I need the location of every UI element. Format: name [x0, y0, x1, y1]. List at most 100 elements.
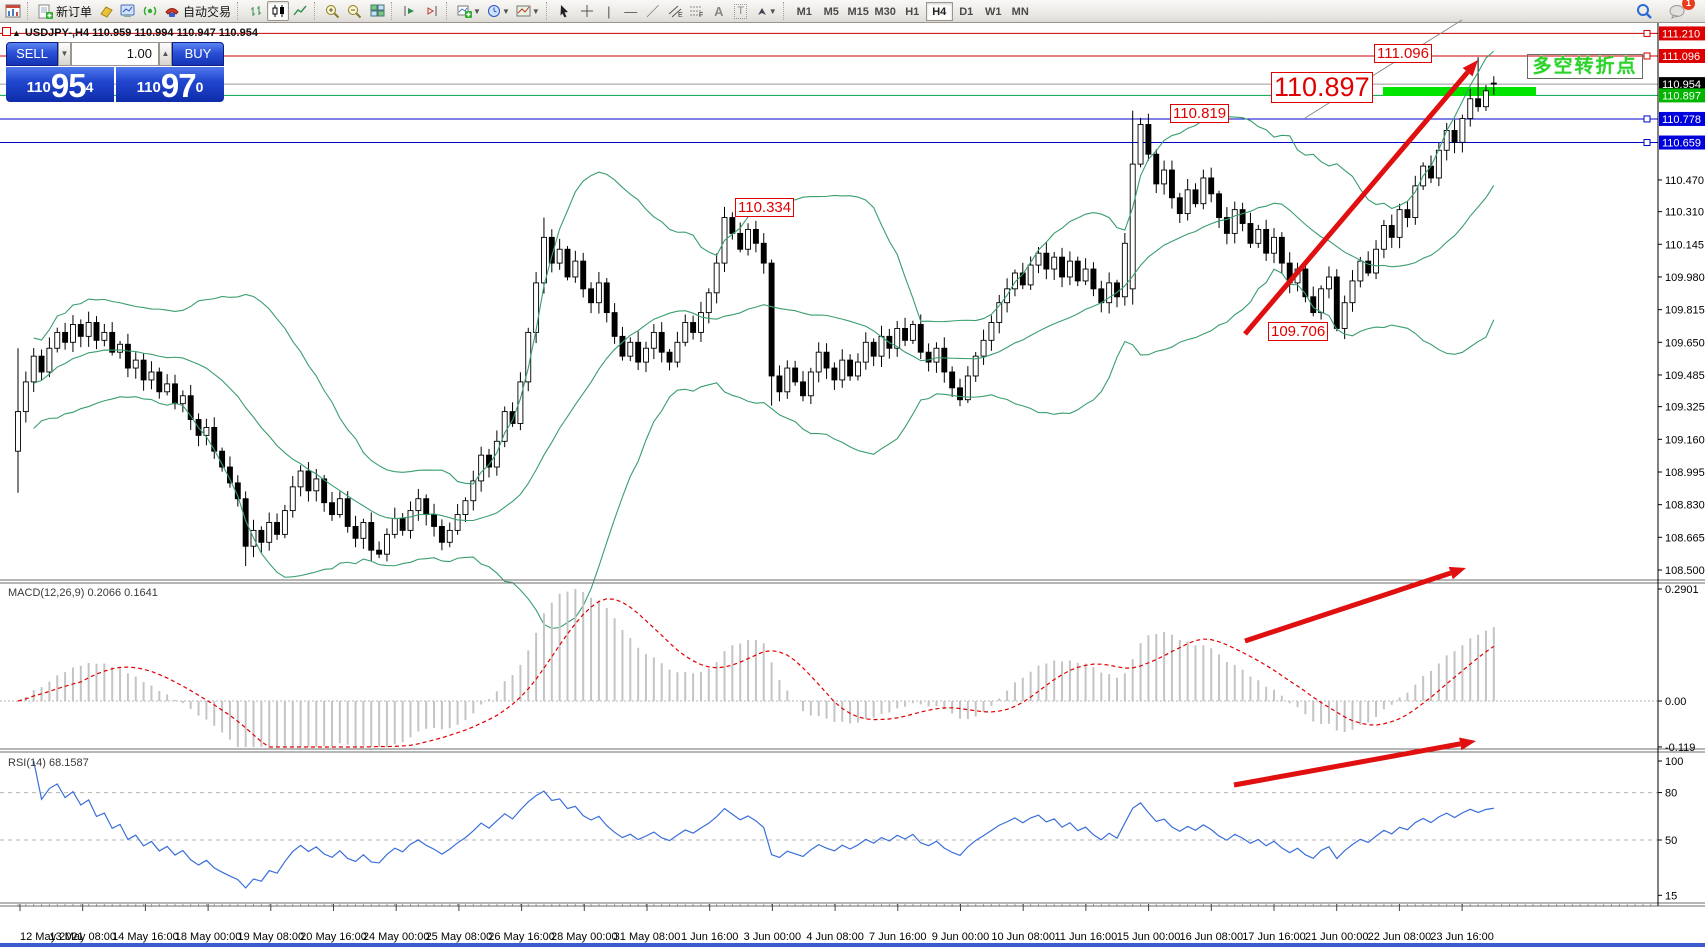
- candlestick-series: [15, 57, 1497, 567]
- line-handle[interactable]: [1643, 115, 1651, 123]
- trend-arrow[interactable]: [1233, 741, 1461, 788]
- date-label: 4 Jun 08:00: [806, 931, 864, 943]
- price-badge-label: 110.659: [1662, 138, 1701, 150]
- date-label: 14 May 16:00: [112, 931, 179, 943]
- price-callout: 109.706: [1268, 322, 1329, 341]
- new-chart-dropdown[interactable]: ▼: [454, 1, 484, 21]
- toolbar-separator: [27, 2, 32, 20]
- new-order-button[interactable]: 新订单: [35, 1, 95, 21]
- timeframe-w1[interactable]: W1: [984, 5, 1002, 18]
- timeframe-m30[interactable]: M30: [874, 5, 896, 18]
- price-badge-110.954: [1659, 77, 1705, 92]
- trend-arrow[interactable]: [1243, 70, 1470, 336]
- zoom-in-icon[interactable]: [322, 1, 344, 21]
- toolbar-separator: [314, 2, 319, 20]
- signals-icon[interactable]: [139, 1, 161, 21]
- sell-price-display[interactable]: 110 95 4: [6, 67, 114, 102]
- macd-label: MACD(12,26,9) 0.2066 0.1641: [8, 587, 158, 599]
- trendline-icon[interactable]: ／: [646, 3, 660, 19]
- window-restore-icon[interactable]: [2, 27, 11, 36]
- highlight-bar[interactable]: [1383, 87, 1536, 96]
- date-label: 16 Jun 08:00: [1179, 931, 1243, 943]
- rsi-tick: 80: [1665, 788, 1677, 800]
- chart-shift-icon[interactable]: [421, 1, 443, 21]
- date-label: 18 May 00:00: [175, 931, 242, 943]
- price-badge-111.096: [1659, 48, 1705, 63]
- buy-button[interactable]: BUY: [172, 42, 224, 66]
- timeframe-m1[interactable]: M1: [796, 5, 812, 18]
- macd-tick: 0.00: [1665, 696, 1686, 708]
- fibonacci-icon[interactable]: F: [686, 1, 708, 21]
- templates-dropdown[interactable]: ▼: [513, 1, 543, 21]
- zoom-out-icon[interactable]: [344, 1, 366, 21]
- date-label: 23 Jun 16:00: [1430, 931, 1494, 943]
- volume-increase-button[interactable]: ▲: [159, 42, 172, 66]
- price-badge-110.778: [1659, 111, 1705, 126]
- volume-input[interactable]: 1.00: [71, 42, 159, 66]
- trend-arrow[interactable]: [1244, 570, 1452, 644]
- macd-tick: 0.2901: [1665, 584, 1699, 596]
- trend-arrow-head: [1448, 566, 1466, 580]
- line-handle[interactable]: [1643, 139, 1651, 147]
- svg-text:E: E: [678, 12, 683, 18]
- date-label: 26 May 16:00: [488, 931, 555, 943]
- date-label: 25 May 08:00: [426, 931, 493, 943]
- chart-window-icon[interactable]: [2, 1, 24, 21]
- timeframe-d1[interactable]: D1: [959, 5, 974, 18]
- date-label: 12 May 2021: [20, 931, 84, 943]
- timeframe-h4[interactable]: H4: [925, 1, 953, 21]
- macd-tick: -0.119: [1665, 742, 1695, 754]
- date-label: 17 Jun 16:00: [1242, 931, 1306, 943]
- bollinger-lower: [33, 268, 1495, 629]
- price-badge-110.897: [1659, 88, 1705, 103]
- crosshair-icon[interactable]: [576, 1, 598, 21]
- price-badge-label: 111.210: [1662, 28, 1700, 40]
- window-bottom-edge: [0, 943, 1705, 947]
- tile-windows-icon[interactable]: [366, 1, 388, 21]
- price-tick: 109.650: [1665, 337, 1705, 349]
- line-chart-icon[interactable]: [289, 1, 311, 21]
- toolbar: 新订单 自动交易: [0, 0, 1705, 23]
- arrows-dropdown[interactable]: ▼: [752, 1, 780, 21]
- annotation-text[interactable]: 多空转折点: [1527, 54, 1643, 79]
- cursor-icon[interactable]: [554, 1, 576, 21]
- bar-chart-icon[interactable]: [245, 1, 267, 21]
- toolbar-separator: [545, 2, 551, 20]
- price-tick: 109.815: [1665, 305, 1705, 317]
- toolbar-separator: [446, 2, 451, 20]
- equidistant-channel-icon[interactable]: E: [664, 1, 686, 21]
- rsi-label: RSI(14) 68.1587: [8, 757, 89, 769]
- date-label: 21 Jun 00:00: [1305, 931, 1369, 943]
- date-label: 15 Jun 00:00: [1117, 931, 1181, 943]
- price-tick: 108.995: [1665, 467, 1705, 479]
- market-watch-icon[interactable]: [117, 1, 139, 21]
- metaeditor-icon[interactable]: [95, 1, 117, 21]
- price-tick: 109.485: [1665, 370, 1705, 382]
- line-handle[interactable]: [1643, 29, 1651, 37]
- price-tick: 110.145: [1665, 239, 1704, 251]
- profiles-dropdown[interactable]: ▼: [484, 1, 513, 21]
- search-icon[interactable]: [1633, 1, 1656, 21]
- candlestick-chart-icon[interactable]: [267, 1, 290, 21]
- price-tick: 108.665: [1665, 532, 1705, 544]
- auto-scroll-icon[interactable]: [399, 1, 421, 21]
- timeframe-m5[interactable]: M5: [823, 5, 839, 18]
- macd-signal-line: [17, 598, 1495, 748]
- line-handle[interactable]: [1643, 52, 1651, 60]
- date-label: 7 Jun 16:00: [869, 931, 927, 943]
- symbol-marker-icon: ▲: [12, 28, 21, 38]
- horizontal-line-icon[interactable]: —: [624, 3, 638, 19]
- timeframe-h1[interactable]: H1: [905, 5, 920, 18]
- autotrading-button[interactable]: 自动交易: [161, 1, 234, 21]
- vertical-line-icon[interactable]: |: [607, 3, 611, 19]
- timeframe-mn[interactable]: MN: [1011, 5, 1029, 18]
- text-label-icon[interactable]: T: [730, 1, 752, 21]
- price-badge-label: 111.096: [1662, 51, 1700, 63]
- sell-button[interactable]: SELL: [6, 42, 58, 66]
- text-icon[interactable]: A: [714, 3, 724, 19]
- timeframe-m15[interactable]: M15: [847, 5, 869, 18]
- buy-price-display[interactable]: 110 97 0: [116, 67, 224, 102]
- volume-decrease-button[interactable]: ▼: [58, 42, 71, 66]
- notification-icon[interactable]: 1: [1666, 0, 1695, 21]
